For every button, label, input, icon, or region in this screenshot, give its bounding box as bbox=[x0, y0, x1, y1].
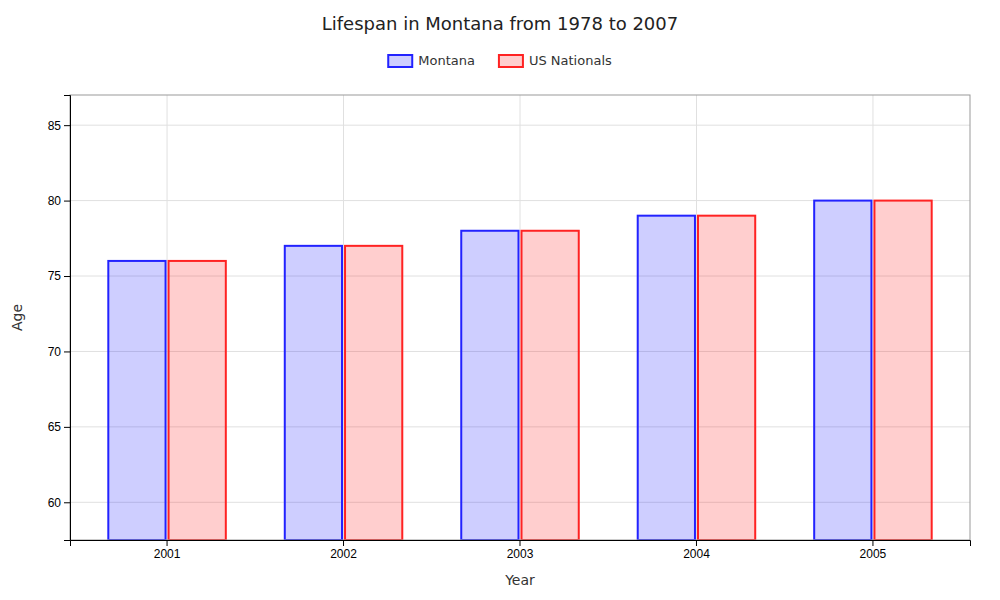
legend-item: Montana bbox=[388, 53, 475, 68]
bar bbox=[814, 201, 871, 540]
y-tick: 60 bbox=[48, 496, 70, 510]
plot-frame bbox=[70, 95, 970, 540]
bar bbox=[169, 261, 226, 540]
grid bbox=[70, 95, 970, 540]
y-axis: 60 65 70 75 80 85 bbox=[48, 96, 71, 541]
x-tick-mark bbox=[872, 540, 873, 546]
y-tick-mark bbox=[64, 125, 70, 126]
chart: 2001 2002 2003 2004 2005 60 65 70 75 80 85 Year Age L… bbox=[0, 0, 1000, 600]
grid-line-x bbox=[696, 95, 697, 540]
bar bbox=[522, 231, 579, 540]
x-tick: 2003 bbox=[507, 540, 534, 561]
legend-label: US Nationals bbox=[529, 53, 612, 68]
bar bbox=[345, 246, 402, 540]
y-tick: 80 bbox=[48, 194, 70, 208]
bar bbox=[698, 216, 755, 540]
x-tick: 2004 bbox=[683, 540, 710, 561]
y-tick-mark bbox=[64, 502, 70, 503]
y-tick-mark bbox=[64, 427, 70, 428]
y-tick-mark bbox=[64, 201, 70, 202]
x-tick-label: 2001 bbox=[154, 547, 181, 561]
y-tick-label: 65 bbox=[48, 420, 62, 434]
x-axis-line bbox=[71, 541, 971, 547]
bar bbox=[874, 201, 931, 540]
x-tick-mark bbox=[520, 540, 521, 546]
grid-line-x bbox=[520, 95, 521, 540]
x-tick: 2001 bbox=[154, 540, 181, 561]
y-tick: 70 bbox=[48, 345, 70, 359]
x-axis: 2001 2002 2003 2004 2005 bbox=[71, 540, 971, 561]
grid-line-x bbox=[872, 95, 873, 540]
y-tick: 75 bbox=[48, 269, 70, 283]
bar bbox=[108, 261, 165, 540]
title: Lifespan in Montana from 1978 to 2007 bbox=[322, 13, 678, 34]
bar bbox=[461, 231, 518, 540]
y-tick-mark bbox=[64, 351, 70, 352]
y-tick: 85 bbox=[48, 119, 70, 133]
x-tick-label: 2003 bbox=[507, 547, 534, 561]
x-tick-mark bbox=[696, 540, 697, 546]
bar bbox=[638, 216, 695, 540]
x-tick-label: 2004 bbox=[683, 547, 710, 561]
x-tick-mark bbox=[343, 540, 344, 546]
x-tick: 2002 bbox=[330, 540, 357, 561]
x-tick-label: 2002 bbox=[330, 547, 357, 561]
legend: Montana US Nationals bbox=[388, 53, 612, 68]
x-axis-title: Year bbox=[504, 572, 535, 588]
x-tick: 2005 bbox=[860, 540, 887, 561]
y-tick-label: 75 bbox=[48, 269, 62, 283]
bar-series bbox=[169, 201, 932, 540]
grid-line-x bbox=[167, 95, 168, 540]
legend-label: Montana bbox=[418, 53, 475, 68]
y-tick-label: 80 bbox=[48, 194, 62, 208]
plot: 2001 2002 2003 2004 2005 60 65 70 75 80 85 bbox=[48, 95, 971, 561]
y-tick-label: 60 bbox=[48, 496, 62, 510]
bar-series bbox=[108, 201, 871, 540]
y-axis-line bbox=[64, 96, 71, 541]
legend-swatch bbox=[388, 55, 412, 67]
legend-swatch bbox=[499, 55, 523, 67]
bars bbox=[108, 201, 931, 540]
y-tick: 65 bbox=[48, 420, 70, 434]
legend-item: US Nationals bbox=[499, 53, 612, 68]
y-tick-mark bbox=[64, 276, 70, 277]
y-tick-label: 70 bbox=[48, 345, 62, 359]
bar bbox=[285, 246, 342, 540]
x-tick-mark bbox=[167, 540, 168, 546]
grid-line-x bbox=[343, 95, 344, 540]
x-tick-label: 2005 bbox=[860, 547, 887, 561]
y-axis-title: Age bbox=[9, 304, 25, 331]
y-tick-label: 85 bbox=[48, 119, 62, 133]
